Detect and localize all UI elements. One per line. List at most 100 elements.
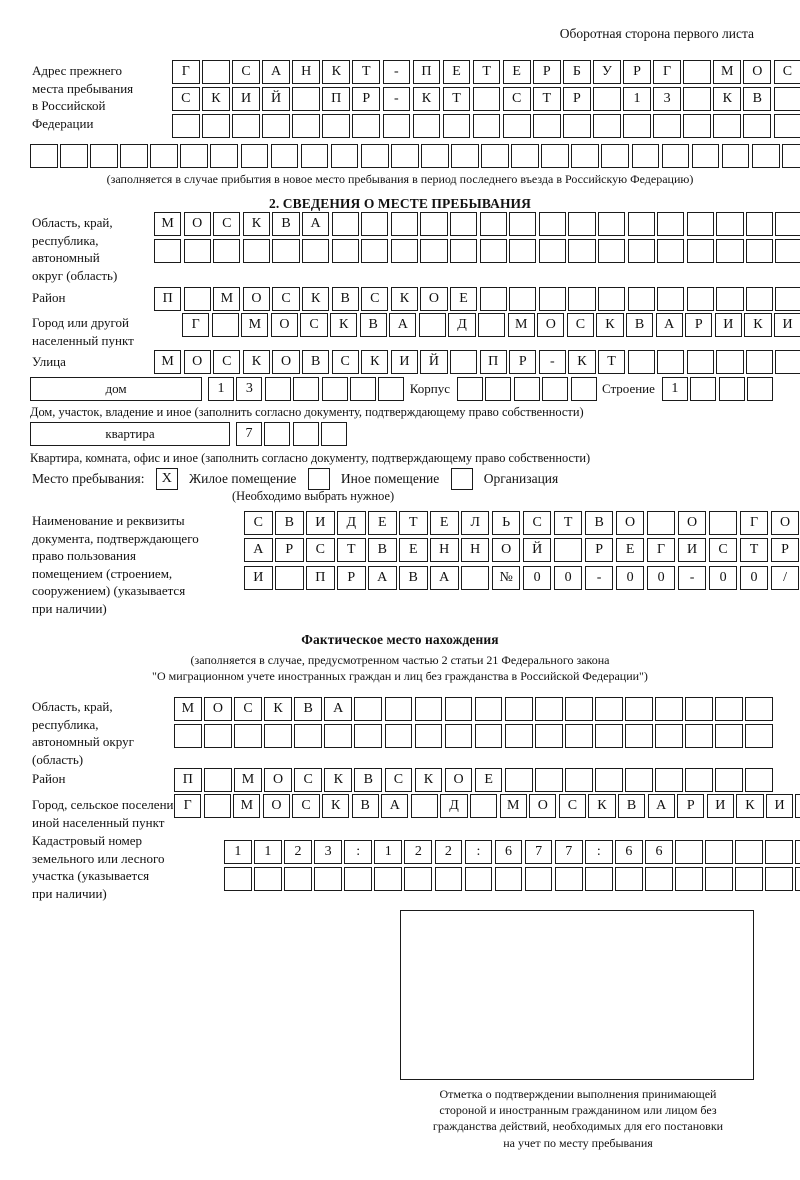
form-cell[interactable] [203, 794, 231, 818]
form-cell[interactable] [474, 724, 503, 749]
form-cell[interactable] [321, 422, 348, 446]
form-cell[interactable] [595, 768, 623, 792]
form-cell[interactable] [623, 114, 651, 139]
form-cell[interactable] [180, 144, 209, 168]
form-cell[interactable]: К [321, 794, 350, 818]
form-cell[interactable] [154, 239, 182, 264]
form-cell[interactable] [384, 724, 413, 749]
form-cell[interactable]: Г [739, 511, 769, 535]
form-cell[interactable]: К [324, 768, 353, 792]
form-cell[interactable] [361, 239, 389, 264]
form-cell[interactable] [625, 724, 653, 749]
form-cell[interactable] [745, 287, 774, 311]
form-cell[interactable] [765, 867, 794, 892]
form-cell[interactable] [713, 114, 742, 139]
form-cell[interactable] [390, 212, 419, 236]
form-cell[interactable] [534, 768, 563, 792]
form-cell[interactable] [601, 144, 630, 168]
form-cell[interactable]: Б [563, 60, 591, 84]
form-cell[interactable] [504, 768, 533, 792]
form-cell[interactable] [657, 239, 685, 264]
form-cell[interactable]: С [172, 87, 200, 112]
form-cell[interactable]: О [262, 794, 291, 818]
form-cell[interactable] [331, 212, 359, 236]
form-cell[interactable]: С [773, 60, 800, 84]
form-cell[interactable] [683, 114, 712, 139]
form-cell[interactable]: С [708, 538, 738, 563]
form-cell[interactable]: 0 [615, 565, 645, 590]
form-cell[interactable]: М [213, 287, 241, 311]
form-cell[interactable]: В [359, 313, 387, 337]
form-cell[interactable] [294, 724, 322, 749]
form-cell[interactable] [542, 377, 569, 401]
form-cell[interactable]: Л [460, 511, 490, 535]
form-cell[interactable]: Й [262, 87, 290, 112]
form-cell[interactable] [615, 867, 643, 892]
form-cell[interactable] [745, 697, 774, 721]
form-cell[interactable]: - [382, 60, 411, 84]
form-cell[interactable]: М [234, 768, 262, 792]
form-cell[interactable] [390, 239, 419, 264]
form-cell[interactable] [374, 867, 403, 892]
stay-type-checkbox-other[interactable] [307, 468, 330, 490]
form-cell[interactable] [661, 144, 690, 168]
form-cell[interactable]: С [244, 511, 273, 535]
form-cell[interactable]: К [414, 768, 443, 792]
form-cell[interactable] [745, 768, 774, 792]
form-cell[interactable]: В [294, 697, 322, 721]
form-cell[interactable] [204, 724, 232, 749]
form-cell[interactable]: Н [460, 538, 490, 563]
form-cell[interactable] [511, 144, 539, 168]
form-cell[interactable]: В [272, 212, 300, 236]
form-cell[interactable] [481, 144, 509, 168]
form-cell[interactable]: С [300, 313, 328, 337]
form-cell[interactable] [686, 287, 714, 311]
form-cell[interactable] [509, 287, 537, 311]
form-cell[interactable]: 2 [404, 840, 433, 864]
form-cell[interactable]: Р [770, 538, 800, 563]
form-cell[interactable]: К [744, 313, 772, 337]
form-cell[interactable] [716, 287, 744, 311]
form-cell[interactable] [538, 212, 567, 236]
form-cell[interactable] [781, 144, 800, 168]
form-cell[interactable] [595, 697, 623, 721]
form-cell[interactable]: Р [509, 350, 537, 374]
form-cell[interactable] [444, 724, 473, 749]
form-cell[interactable] [224, 867, 252, 892]
form-cell[interactable] [751, 144, 780, 168]
form-cell[interactable] [460, 565, 490, 590]
form-cell[interactable]: С [232, 60, 260, 84]
form-cell[interactable] [595, 724, 623, 749]
form-cell[interactable]: Н [429, 538, 459, 563]
form-cell[interactable] [434, 867, 463, 892]
form-cell[interactable] [645, 867, 673, 892]
form-cell[interactable]: 3 [314, 840, 342, 864]
form-cell[interactable] [418, 313, 447, 337]
form-cell[interactable]: Р [274, 538, 304, 563]
form-cell[interactable] [331, 239, 359, 264]
form-cell[interactable] [451, 144, 479, 168]
form-cell[interactable]: 2 [434, 840, 463, 864]
form-cell[interactable] [457, 377, 483, 401]
form-cell[interactable] [330, 144, 359, 168]
form-cell[interactable] [716, 212, 744, 236]
form-cell[interactable] [211, 313, 239, 337]
form-cell[interactable]: Г [646, 538, 676, 563]
form-cell[interactable] [469, 794, 498, 818]
form-cell[interactable]: К [588, 794, 616, 818]
form-cell[interactable]: С [331, 350, 359, 374]
form-cell[interactable] [404, 867, 433, 892]
stay-type-checkbox-residential[interactable]: X [155, 468, 178, 490]
form-cell[interactable] [686, 212, 714, 236]
form-cell[interactable] [420, 212, 448, 236]
form-cell[interactable]: Р [563, 87, 591, 112]
form-cell[interactable]: 0 [553, 565, 583, 590]
form-cell[interactable]: 1 [623, 87, 651, 112]
form-cell[interactable]: С [502, 87, 531, 112]
form-cell[interactable]: О [420, 287, 448, 311]
form-cell[interactable]: К [568, 350, 596, 374]
form-cell[interactable]: П [322, 87, 351, 112]
